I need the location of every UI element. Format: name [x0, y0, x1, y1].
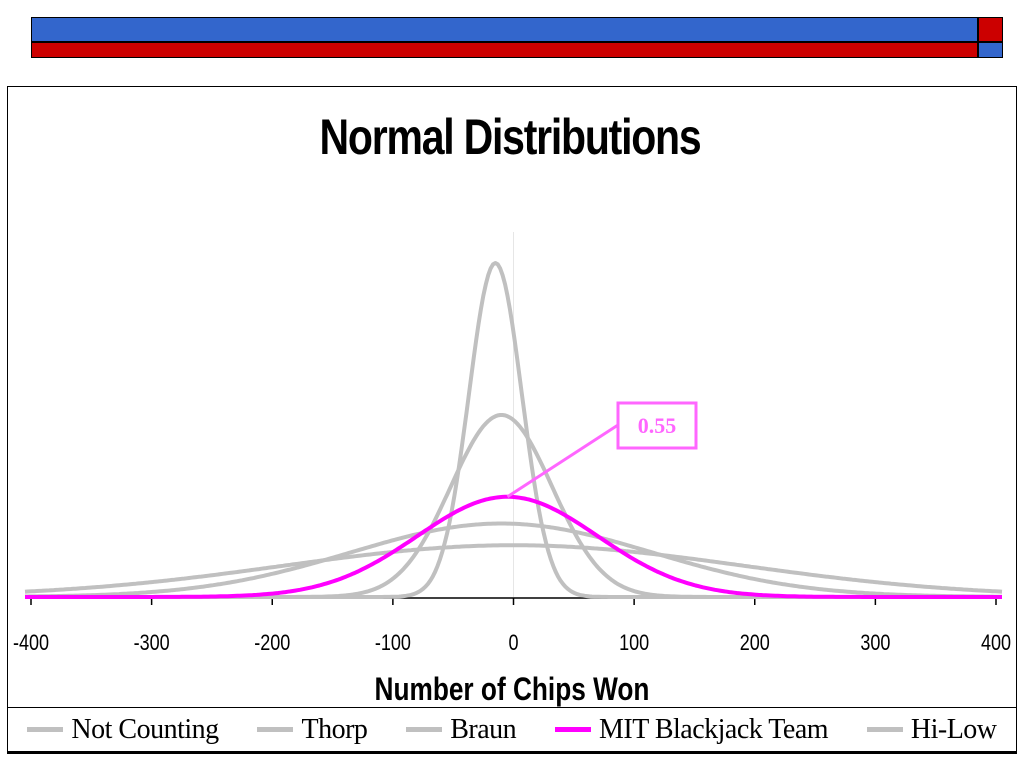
callout-label: 0.55: [638, 413, 677, 438]
chart-legend: Not Counting Thorp Braun MIT Blackjack Team…: [7, 708, 1017, 752]
x-axis-title: Number of Chips Won: [375, 673, 650, 708]
series-hi-low-line: [24, 543, 1003, 594]
legend-swatch-hi-low: [866, 727, 903, 732]
callout-box: [616, 401, 698, 450]
x-tick-label: -200: [254, 631, 290, 655]
legend-item-not-counting: Not Counting: [27, 713, 219, 746]
legend-label-hi-low: Hi-Low: [910, 713, 997, 745]
legend-swatch-mit-blackjack-team: [555, 727, 591, 732]
legend-label-braun: Braun: [450, 713, 517, 745]
x-tick-label: 300: [860, 631, 890, 655]
legend-swatch-not-counting: [27, 727, 64, 732]
header-square-blue: [978, 42, 1003, 58]
legend-label-mit-blackjack-team: MIT Blackjack Team: [599, 713, 829, 745]
header-band-blue: [31, 17, 978, 42]
x-tick-label: 200: [740, 631, 770, 655]
legend-label-thorp: Thorp: [301, 713, 368, 745]
series-mit-blackjack-team-line: [25, 494, 1002, 599]
x-tick-label: 400: [981, 631, 1011, 655]
header-square-red: [978, 17, 1003, 42]
legend-swatch-thorp: [257, 727, 294, 732]
x-tick-label: -100: [375, 631, 411, 655]
legend-swatch-braun: [406, 727, 443, 732]
legend-bottom-border: [7, 752, 1017, 754]
legend-item-braun: Braun: [406, 713, 517, 746]
header-band-red: [31, 42, 978, 58]
legend-item-hi-low: Hi-Low: [866, 713, 997, 746]
x-tick-label: 100: [619, 631, 649, 655]
callout-leader-line: [506, 423, 619, 499]
legend-item-thorp: Thorp: [257, 713, 368, 746]
chart-title: Normal Distributions: [319, 109, 702, 165]
x-tick-label: 0: [508, 631, 518, 655]
x-tick-label: -400: [13, 631, 49, 655]
legend-item-mit-blackjack-team: MIT Blackjack Team: [555, 713, 829, 746]
legend-label-not-counting: Not Counting: [71, 713, 219, 745]
chart-frame: [7, 86, 1017, 708]
x-tick-label: -300: [134, 631, 170, 655]
series-braun-line: [25, 521, 1002, 599]
